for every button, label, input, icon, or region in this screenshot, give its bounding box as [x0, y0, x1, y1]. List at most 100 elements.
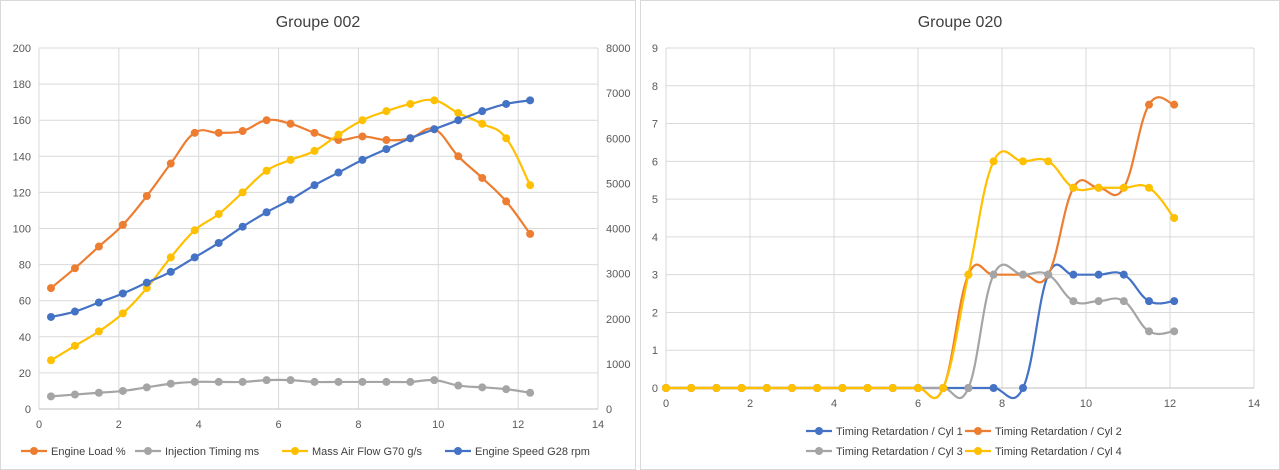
x-tick-label: 8 — [355, 419, 361, 431]
data-point — [478, 107, 487, 116]
data-point — [166, 253, 175, 262]
data-point — [238, 127, 247, 136]
data-point — [712, 384, 721, 392]
data-point — [358, 132, 367, 141]
series-line — [50, 99, 531, 319]
data-point — [964, 384, 973, 392]
y-tick-label: 2 — [652, 307, 658, 319]
data-point — [310, 128, 319, 137]
data-point — [358, 377, 367, 386]
y2-tick-label: 7000 — [606, 88, 630, 100]
data-point — [454, 381, 463, 390]
y-tick-label: 4 — [652, 232, 658, 244]
data-point — [214, 377, 223, 386]
data-point — [262, 116, 271, 125]
data-point — [939, 384, 948, 392]
data-point — [166, 267, 175, 276]
y2-tick-label: 5000 — [606, 178, 630, 190]
x-tick-label: 4 — [196, 419, 202, 431]
legend-label: Timing Retardation / Cyl 3 — [836, 446, 963, 458]
data-point — [964, 270, 973, 279]
y-tick-label: 160 — [13, 115, 31, 127]
series-group — [46, 116, 535, 293]
data-point — [94, 388, 103, 397]
series-group — [46, 376, 535, 401]
x-tick-label: 12 — [1164, 398, 1176, 410]
data-point — [382, 145, 391, 154]
data-point — [142, 278, 151, 287]
data-point — [687, 384, 696, 392]
series-group — [662, 96, 1179, 400]
data-point — [788, 384, 796, 392]
data-point — [406, 377, 415, 386]
data-point — [94, 242, 103, 251]
data-point — [334, 130, 343, 139]
data-point — [334, 168, 343, 177]
data-point — [526, 181, 535, 190]
data-point — [813, 384, 822, 392]
data-point — [310, 377, 319, 386]
data-point — [382, 136, 391, 145]
data-point — [46, 392, 55, 401]
data-point — [382, 377, 391, 386]
data-point — [762, 384, 771, 392]
data-point — [454, 152, 463, 161]
data-point — [406, 134, 415, 143]
data-point — [190, 128, 199, 137]
data-point — [1119, 183, 1128, 192]
legend-label: Timing Retardation / Cyl 2 — [995, 426, 1122, 438]
y-tick-label: 40 — [19, 332, 31, 344]
data-point — [526, 96, 535, 105]
data-point — [1170, 100, 1179, 109]
series-line — [665, 263, 1175, 400]
y2-tick-label: 2000 — [606, 314, 630, 326]
data-point — [1145, 183, 1153, 192]
y-tick-label: 7 — [652, 119, 658, 131]
data-point — [502, 134, 511, 143]
data-point — [214, 238, 223, 247]
data-point — [863, 384, 872, 392]
data-point — [190, 253, 199, 262]
y-tick-label: 180 — [13, 79, 31, 91]
data-point — [454, 116, 463, 125]
data-point — [310, 146, 319, 155]
y-tick-label: 0 — [25, 404, 31, 416]
data-point — [286, 195, 295, 204]
data-point — [238, 188, 247, 197]
chart-panel-groupe-020: Groupe 020 0 1 2 3 4 5 6 7 8 9 0 2 4 6 8 10 12 14 Timing Re… — [640, 0, 1280, 470]
y2-tick-label: 0 — [606, 404, 612, 416]
legend-marker — [974, 447, 982, 455]
legend-marker — [815, 447, 823, 455]
data-point — [1170, 214, 1179, 222]
data-point — [262, 376, 271, 385]
data-point — [662, 384, 670, 392]
y-tick-label: 140 — [13, 151, 31, 163]
data-point — [46, 312, 55, 321]
data-point — [70, 307, 79, 316]
y-tick-label: 100 — [13, 224, 31, 236]
data-point — [286, 119, 295, 128]
data-point — [142, 192, 151, 201]
series-line — [665, 96, 1175, 400]
legend-label: Engine Load % — [51, 446, 126, 458]
data-point — [1069, 297, 1078, 306]
y2-tick-label: 8000 — [606, 43, 630, 55]
series-line — [665, 263, 1175, 400]
data-point — [238, 222, 247, 231]
data-point — [1019, 157, 1027, 166]
x-tick-label: 14 — [592, 419, 604, 431]
legend-label: Injection Timing ms — [165, 446, 260, 458]
data-point — [118, 386, 127, 395]
data-point — [838, 384, 847, 392]
y2-tick-label: 3000 — [606, 269, 630, 281]
data-point — [430, 376, 439, 385]
data-point — [94, 298, 103, 307]
data-point — [94, 327, 103, 336]
data-point — [989, 157, 998, 166]
data-point — [1094, 183, 1103, 192]
data-point — [526, 229, 535, 238]
x-tick-label: 6 — [276, 419, 282, 431]
y-tick-label: 5 — [652, 194, 658, 206]
series-line — [50, 118, 532, 289]
